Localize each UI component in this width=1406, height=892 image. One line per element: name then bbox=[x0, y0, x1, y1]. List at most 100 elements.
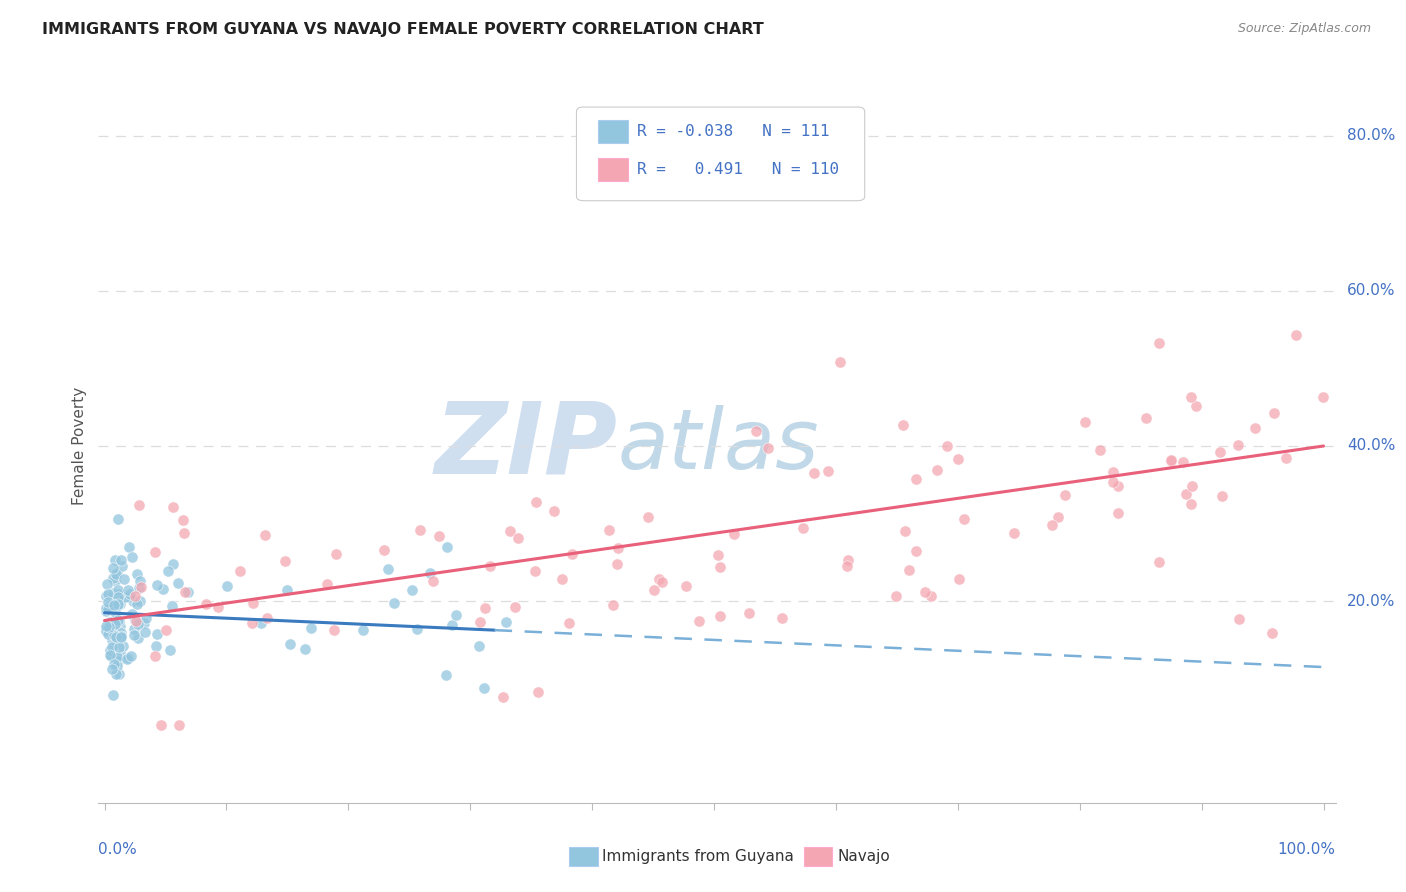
Point bbox=[103, 627, 125, 641]
Point bbox=[294, 641, 316, 656]
Point bbox=[409, 523, 432, 537]
Point bbox=[894, 524, 917, 538]
Point bbox=[97, 586, 120, 600]
Point bbox=[110, 629, 132, 643]
Point bbox=[162, 558, 184, 572]
Point bbox=[101, 633, 124, 648]
Point bbox=[709, 560, 731, 574]
Point bbox=[1107, 478, 1129, 492]
Point bbox=[146, 626, 169, 640]
Point bbox=[103, 553, 125, 567]
Point bbox=[100, 648, 122, 663]
Point bbox=[104, 605, 127, 619]
Point bbox=[905, 544, 928, 558]
Point bbox=[280, 637, 302, 651]
Point bbox=[103, 657, 125, 672]
Point bbox=[401, 582, 423, 597]
Point bbox=[709, 608, 731, 623]
Point bbox=[107, 590, 129, 604]
Point bbox=[98, 643, 121, 657]
Point bbox=[495, 615, 517, 630]
Point bbox=[107, 598, 129, 612]
Point bbox=[94, 589, 117, 603]
Point bbox=[173, 525, 195, 540]
Point bbox=[1173, 455, 1195, 469]
Point bbox=[543, 503, 565, 517]
Point bbox=[1181, 479, 1204, 493]
Point bbox=[1160, 452, 1182, 467]
Point bbox=[835, 558, 858, 573]
Point bbox=[105, 566, 128, 581]
Point bbox=[131, 580, 153, 594]
Y-axis label: Female Poverty: Female Poverty bbox=[72, 387, 87, 505]
Point bbox=[419, 566, 441, 580]
Point bbox=[110, 631, 132, 645]
Point bbox=[107, 511, 129, 525]
Point bbox=[159, 643, 181, 657]
Point bbox=[104, 617, 127, 632]
Point bbox=[103, 599, 125, 613]
Point bbox=[155, 623, 177, 637]
Point bbox=[503, 600, 526, 615]
Point bbox=[1211, 489, 1233, 503]
Point bbox=[1002, 526, 1025, 541]
Point bbox=[316, 577, 339, 591]
Point bbox=[249, 616, 271, 631]
Point bbox=[124, 589, 146, 603]
Point bbox=[606, 557, 628, 571]
Point bbox=[143, 544, 166, 558]
Point bbox=[1263, 406, 1285, 420]
Point bbox=[120, 649, 142, 664]
Point bbox=[561, 547, 583, 561]
Point bbox=[134, 624, 156, 639]
Point bbox=[96, 622, 118, 636]
Point bbox=[1046, 509, 1069, 524]
Point bbox=[162, 599, 184, 614]
Point bbox=[117, 650, 139, 665]
Point bbox=[98, 615, 121, 630]
Point bbox=[127, 617, 149, 632]
Point bbox=[322, 623, 344, 637]
Point bbox=[174, 584, 197, 599]
Point bbox=[1135, 411, 1157, 425]
Point bbox=[1184, 399, 1206, 413]
Point bbox=[953, 512, 976, 526]
Point bbox=[1149, 555, 1171, 569]
Point bbox=[105, 666, 128, 681]
Point bbox=[112, 640, 135, 654]
Point bbox=[97, 627, 120, 641]
Point bbox=[441, 618, 464, 632]
Point bbox=[125, 597, 148, 611]
Point bbox=[121, 607, 143, 621]
Point bbox=[1227, 612, 1250, 626]
Point bbox=[598, 523, 620, 537]
Point bbox=[149, 718, 172, 732]
Point bbox=[817, 464, 839, 478]
Point bbox=[607, 541, 630, 555]
Point bbox=[105, 566, 128, 580]
Point bbox=[1275, 450, 1298, 465]
Point bbox=[107, 587, 129, 601]
Point bbox=[97, 602, 120, 616]
Point bbox=[436, 541, 458, 555]
Point bbox=[117, 583, 139, 598]
Point bbox=[118, 587, 141, 601]
Point bbox=[121, 550, 143, 565]
Point bbox=[1107, 506, 1129, 520]
Point bbox=[115, 652, 138, 666]
Point bbox=[1244, 421, 1267, 435]
Point bbox=[128, 574, 150, 588]
Point bbox=[602, 598, 624, 612]
Point bbox=[1175, 487, 1198, 501]
Point bbox=[122, 623, 145, 637]
Point bbox=[94, 619, 117, 633]
Point bbox=[920, 589, 942, 603]
Point bbox=[177, 585, 200, 599]
Point bbox=[112, 573, 135, 587]
Point bbox=[107, 666, 129, 681]
Point bbox=[107, 598, 129, 612]
Point bbox=[97, 620, 120, 634]
Text: atlas: atlas bbox=[619, 406, 820, 486]
Point bbox=[157, 564, 180, 578]
Point bbox=[1160, 453, 1182, 467]
